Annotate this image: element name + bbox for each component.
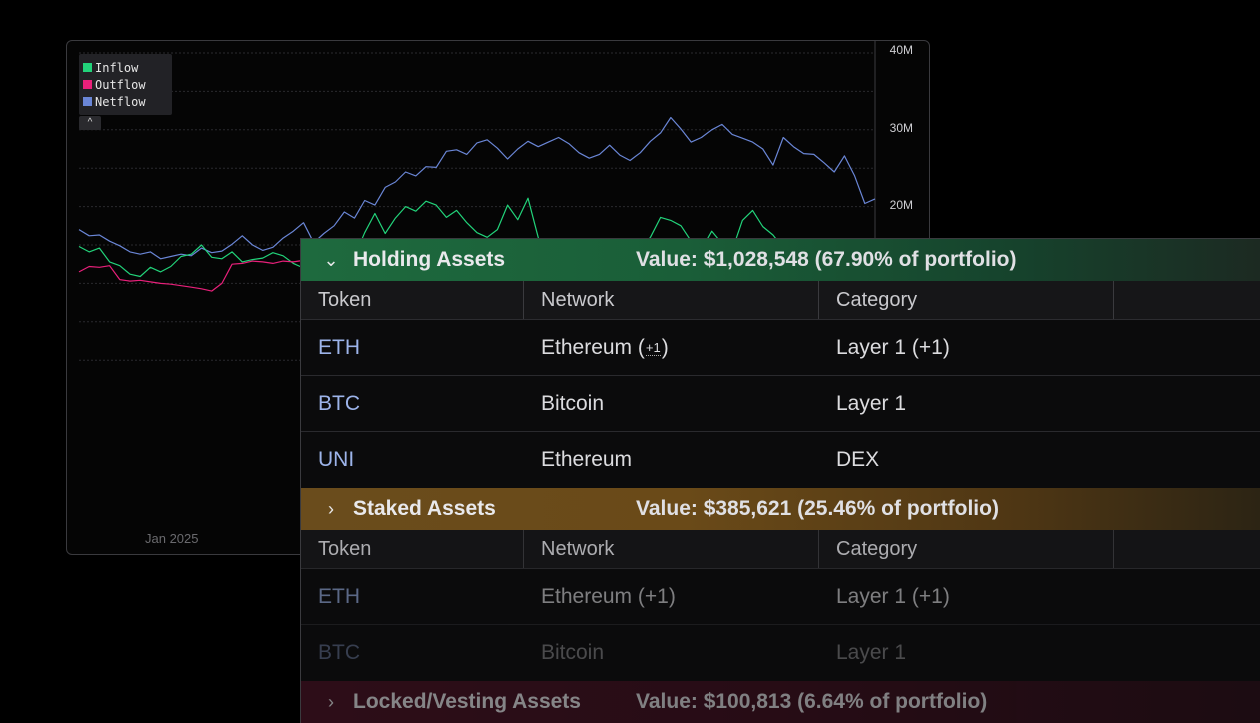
group-value: Value: $100,813 (6.64% of portfolio) (636, 690, 988, 713)
token-cell: ETH (318, 584, 360, 608)
group-header-locked[interactable]: › Locked/Vesting Assets Value: $100,813 … (301, 681, 1260, 723)
token-cell: BTC (318, 391, 360, 415)
network-suffix: ) (661, 335, 669, 359)
column-header-row: Token Network Category (301, 281, 1260, 320)
column-header-empty (1114, 281, 1260, 319)
series-line-inflow (78, 197, 876, 278)
legend-item-inflow[interactable]: Inflow (83, 59, 168, 76)
group-header-holding[interactable]: ⌄ Holding Assets Value: $1,028,548 (67.9… (301, 239, 1260, 281)
column-header-empty (1114, 530, 1260, 568)
column-header-network[interactable]: Network (524, 530, 819, 568)
legend-label: Inflow (95, 60, 139, 75)
netflow-swatch (83, 97, 92, 106)
group-header-staked[interactable]: › Staked Assets Value: $385,621 (25.46% … (301, 488, 1260, 530)
legend-item-outflow[interactable]: Outflow (83, 76, 168, 93)
token-cell: UNI (318, 448, 355, 471)
category-cell: Layer 1 (+1) (836, 584, 950, 608)
column-header-category[interactable]: Category (819, 530, 1114, 568)
token-cell: BTC (318, 641, 360, 664)
legend-label: Netflow (95, 94, 146, 109)
category-cell: DEX (836, 448, 880, 471)
group-name: Locked/Vesting Assets (353, 690, 581, 713)
group-name: Holding Assets (353, 248, 506, 271)
portfolio-table: ⌄ Holding Assets Value: $1,028,548 (67.9… (300, 238, 1260, 723)
token-cell: ETH (318, 335, 360, 359)
table-row[interactable]: ETH Ethereum (+1) Layer 1 (+1) (301, 320, 1260, 376)
y-tick-30m: 30M (889, 121, 913, 135)
legend-label: Outflow (95, 77, 146, 92)
legend-item-netflow[interactable]: Netflow (83, 93, 168, 110)
chevron-down-icon[interactable]: ⌄ (323, 249, 339, 270)
x-tick-jan-2025: Jan 2025 (145, 531, 199, 546)
category-cell: Layer 1 (836, 391, 907, 415)
column-header-category[interactable]: Category (819, 281, 1114, 319)
y-tick-40m: 40M (889, 43, 913, 57)
group-name: Staked Assets (353, 497, 496, 520)
more-networks-badge[interactable]: +1 (645, 339, 661, 356)
inflow-swatch (83, 63, 92, 72)
chevron-right-icon[interactable]: › (328, 498, 334, 519)
category-cell: Layer 1 (+1) (836, 335, 950, 359)
chevron-right-icon[interactable]: › (328, 691, 334, 712)
category-cell: Layer 1 (836, 641, 907, 664)
table-row[interactable]: BTC Bitcoin Layer 1 (301, 376, 1260, 432)
chart-legend: Inflow Outflow Netflow (79, 54, 172, 115)
network-cell: Bitcoin (541, 641, 605, 664)
network-name: Ethereum ( (541, 335, 645, 359)
outflow-swatch (83, 80, 92, 89)
column-header-token[interactable]: Token (301, 281, 524, 319)
group-value: Value: $385,621 (25.46% of portfolio) (636, 497, 999, 520)
column-header-row: Token Network Category (301, 530, 1260, 569)
y-tick-20m: 20M (889, 198, 913, 212)
series-line-netflow (78, 116, 876, 260)
legend-collapse-button[interactable]: ^ (79, 116, 101, 130)
table-row[interactable]: BTC Bitcoin Layer 1 (301, 625, 1260, 681)
table-row[interactable]: ETH Ethereum (+1) Layer 1 (+1) (301, 569, 1260, 625)
group-value: Value: $1,028,548 (67.90% of portfolio) (636, 248, 1017, 271)
column-header-token[interactable]: Token (301, 530, 524, 568)
table-row[interactable]: UNI Ethereum DEX (301, 432, 1260, 488)
network-cell: Ethereum (+1) (541, 584, 676, 608)
chevron-up-icon: ^ (87, 117, 93, 128)
column-header-network[interactable]: Network (524, 281, 819, 319)
network-cell: Ethereum (541, 448, 633, 471)
network-cell: Ethereum (+1) (524, 320, 819, 375)
network-cell: Bitcoin (541, 391, 605, 415)
